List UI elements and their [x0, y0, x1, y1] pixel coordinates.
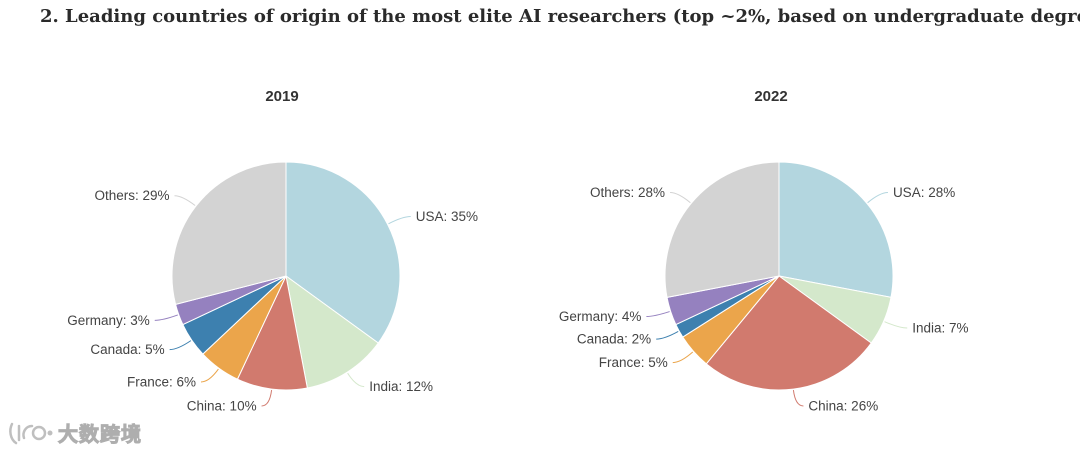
pie-title: 2019 [265, 88, 298, 105]
pie-slice-others[interactable] [171, 161, 287, 305]
slice-label-france: France: 6% [127, 374, 196, 389]
slice-label-others: Others: 28% [590, 185, 665, 200]
slice-label-germany: Germany: 4% [559, 309, 642, 324]
slice-label-india: India: 12% [369, 379, 433, 394]
label-connector-india [347, 372, 365, 388]
watermark: 大数跨境 [8, 418, 142, 447]
pie-slice-others[interactable] [664, 161, 780, 298]
slice-label-canada: Canada: 5% [90, 342, 164, 357]
slice-label-usa: USA: 28% [893, 185, 955, 200]
label-connector-canada [656, 330, 679, 340]
label-connector-china [261, 390, 273, 407]
label-connector-china [792, 390, 804, 407]
pie-slice-china[interactable] [236, 274, 308, 391]
label-connector-usa [867, 192, 888, 204]
label-connector-germany [646, 311, 670, 317]
label-connector-others [174, 195, 196, 206]
slice-label-canada: Canada: 2% [577, 332, 651, 347]
slice-label-france: France: 5% [599, 355, 668, 370]
pie-slice-india[interactable] [285, 274, 379, 389]
slice-label-india: India: 7% [912, 321, 968, 336]
label-connector-germany [154, 314, 178, 321]
slice-label-others: Others: 29% [94, 188, 169, 203]
watermark-logo-icon [9, 422, 53, 444]
slice-label-usa: USA: 35% [416, 209, 478, 224]
page-title: 2. Leading countries of origin of the mo… [40, 6, 1080, 27]
pie-slice-china[interactable] [705, 275, 872, 391]
pie-chart-2019: 2019 USA: 35% India: 12% China: 10% France: … [67, 88, 478, 413]
slice-label-china: China: 26% [808, 398, 878, 413]
label-connector-others [670, 192, 691, 204]
pie-chart-2022: 2022 USA: 28% India: 7% China: 26% France: 5… [559, 88, 969, 413]
label-connector-usa [388, 216, 411, 225]
label-connector-canada [169, 340, 192, 351]
slice-label-germany: Germany: 3% [67, 313, 150, 328]
label-connector-india [884, 321, 908, 329]
watermark-text: 大数跨境 [58, 422, 142, 447]
pie-slice-usa[interactable] [285, 161, 401, 344]
pie-title: 2022 [754, 88, 787, 105]
label-connector-france [200, 368, 219, 383]
pie-slice-usa[interactable] [778, 161, 894, 298]
label-connector-france [672, 351, 694, 364]
slice-label-china: China: 10% [187, 398, 257, 413]
